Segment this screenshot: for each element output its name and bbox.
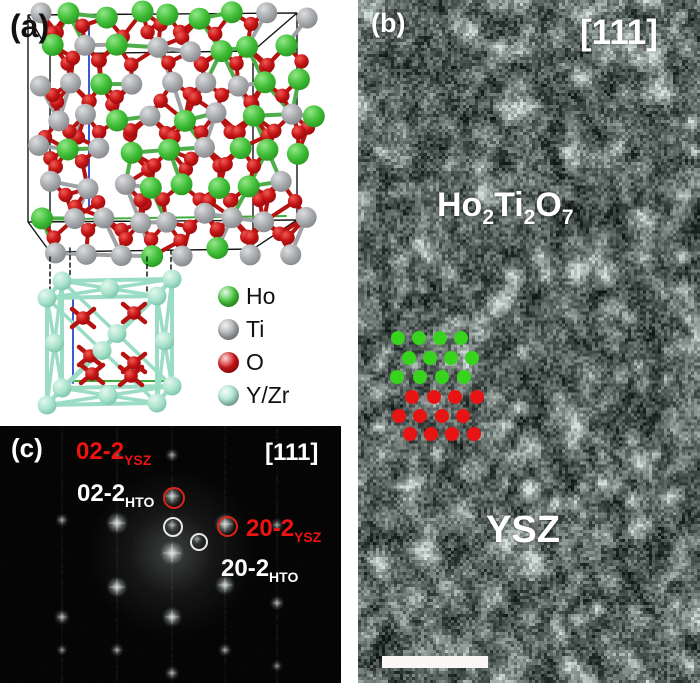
substrate-label: YSZ — [486, 509, 560, 551]
cation-column-dot — [467, 427, 481, 441]
cation-column-dot — [445, 427, 459, 441]
legend-item-yzr: Y/Zr — [218, 381, 290, 408]
zone-axis-label-b: [111] — [580, 13, 658, 52]
reflection-label-20-2-ysz: 20-2YSZ — [246, 515, 322, 545]
cation-column-dot — [457, 370, 471, 384]
crystal-structure-drawing — [27, 0, 325, 415]
cation-column-dot — [435, 409, 449, 423]
ho-atom-swatch-icon — [218, 285, 239, 307]
fft-image — [0, 426, 341, 683]
atomic-column-dot-overlay — [358, 0, 700, 683]
cation-column-dot — [390, 370, 404, 384]
reflection-circle — [190, 533, 208, 551]
cation-column-dot — [405, 390, 419, 404]
legend-label-yzr: Y/Zr — [246, 381, 290, 408]
cation-column-dot — [448, 390, 462, 404]
reflection-label-02-2-ysz: 02-2YSZ — [76, 438, 152, 468]
cation-column-dot — [412, 331, 426, 345]
panel-a-crystal-structures: (a) Ho Ti O Y/Zr — [0, 0, 358, 426]
cation-column-dot — [402, 351, 416, 365]
cation-column-dot — [413, 409, 427, 423]
cation-column-dot — [424, 427, 438, 441]
cation-column-dot — [392, 409, 406, 423]
film-formula-label: Ho2Ti2O7 — [437, 186, 574, 229]
scale-bar — [382, 656, 488, 668]
ti-atom-swatch-icon — [218, 318, 239, 340]
cation-column-dot — [470, 390, 484, 404]
legend-item-o: O — [218, 348, 289, 375]
reflection-circle — [163, 487, 185, 509]
zone-axis-label-c: [111] — [265, 439, 319, 466]
cation-column-dot — [435, 370, 449, 384]
cation-column-dot — [444, 351, 458, 365]
yzr-atom-swatch-icon — [218, 384, 239, 406]
panel-c-fft-pattern: (c) [111] 02-2YSZ 02-2HTO 20-2YSZ 20-2HT… — [0, 426, 341, 683]
legend-label-ti: Ti — [246, 315, 265, 342]
cation-column-dot — [391, 331, 405, 345]
cation-column-dot — [427, 390, 441, 404]
reflection-circle-overlay — [0, 426, 341, 683]
cation-column-dot — [454, 331, 468, 345]
cation-column-dot — [423, 351, 437, 365]
reflection-label-02-2-hto: 02-2HTO — [77, 480, 155, 510]
legend-item-ti: Ti — [218, 315, 289, 342]
panel-c-label: (c) — [11, 433, 43, 463]
cation-column-dot — [403, 427, 417, 441]
panel-b-label: (b) — [371, 8, 406, 38]
legend-label-ho: Ho — [246, 282, 276, 309]
reflection-circle — [163, 517, 183, 537]
cation-column-dot — [433, 331, 447, 345]
cation-column-dot — [413, 370, 427, 384]
atom-legend: Ho Ti O Y/Zr — [218, 282, 290, 408]
reflection-circle — [216, 515, 238, 537]
reflection-label-20-2-hto: 20-2HTO — [221, 555, 299, 585]
legend-label-o: O — [246, 348, 264, 375]
legend-item-ho: Ho — [218, 282, 289, 309]
o-atom-swatch-icon — [218, 351, 239, 373]
panel-a-label: (a) — [10, 8, 50, 44]
cation-column-dot — [465, 351, 479, 365]
cation-column-dot — [456, 409, 470, 423]
panel-b-hrtem-image: (b) [111] Ho2Ti2O7 YSZ — [358, 0, 700, 683]
